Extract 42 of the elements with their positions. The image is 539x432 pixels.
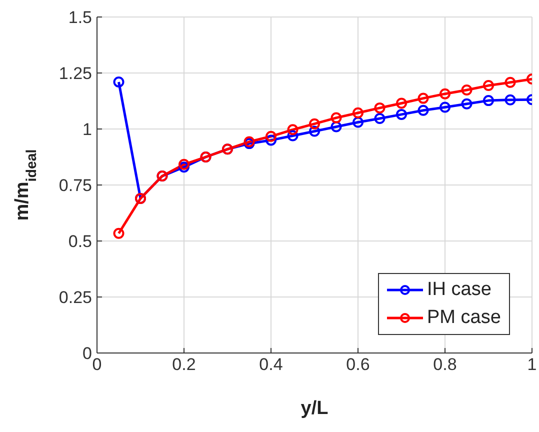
y-tick-label: 0.25 — [58, 288, 92, 308]
point — [504, 76, 516, 88]
point — [113, 76, 124, 88]
point — [178, 162, 190, 173]
y-tick-label: 1 — [82, 120, 92, 140]
point — [504, 94, 516, 106]
point — [266, 130, 276, 142]
x-tick-label: 0.8 — [433, 355, 457, 374]
y-tick-label: 1.5 — [68, 8, 92, 28]
y-tick-label: 1.25 — [58, 64, 92, 84]
point — [266, 134, 276, 146]
x-tick-label: 0.2 — [172, 355, 196, 374]
legend-label: IH case — [427, 278, 492, 302]
point — [352, 116, 364, 128]
point — [309, 118, 320, 130]
x-tick-label: 0.4 — [259, 355, 283, 374]
y-tick-label: 0.5 — [68, 232, 92, 252]
point — [418, 92, 429, 104]
legend-label: PM case — [427, 306, 501, 330]
point — [440, 88, 450, 100]
x-axis-title: y/L — [300, 398, 329, 419]
point — [287, 130, 298, 142]
point — [352, 107, 364, 118]
y-tick-label: 0.75 — [58, 176, 92, 196]
point — [374, 102, 386, 114]
point — [396, 108, 407, 120]
x-tick-label: 1 — [527, 355, 537, 374]
point — [309, 126, 320, 137]
point — [287, 124, 298, 136]
point — [330, 121, 342, 132]
x-tick-label: 0.6 — [346, 355, 370, 374]
point — [461, 98, 472, 110]
point — [483, 95, 494, 106]
point — [418, 104, 429, 116]
point — [113, 228, 124, 239]
point — [440, 102, 450, 113]
point — [483, 80, 494, 92]
point — [330, 112, 342, 124]
point — [461, 84, 472, 96]
point — [374, 112, 386, 124]
point — [396, 98, 407, 109]
point — [178, 158, 190, 170]
